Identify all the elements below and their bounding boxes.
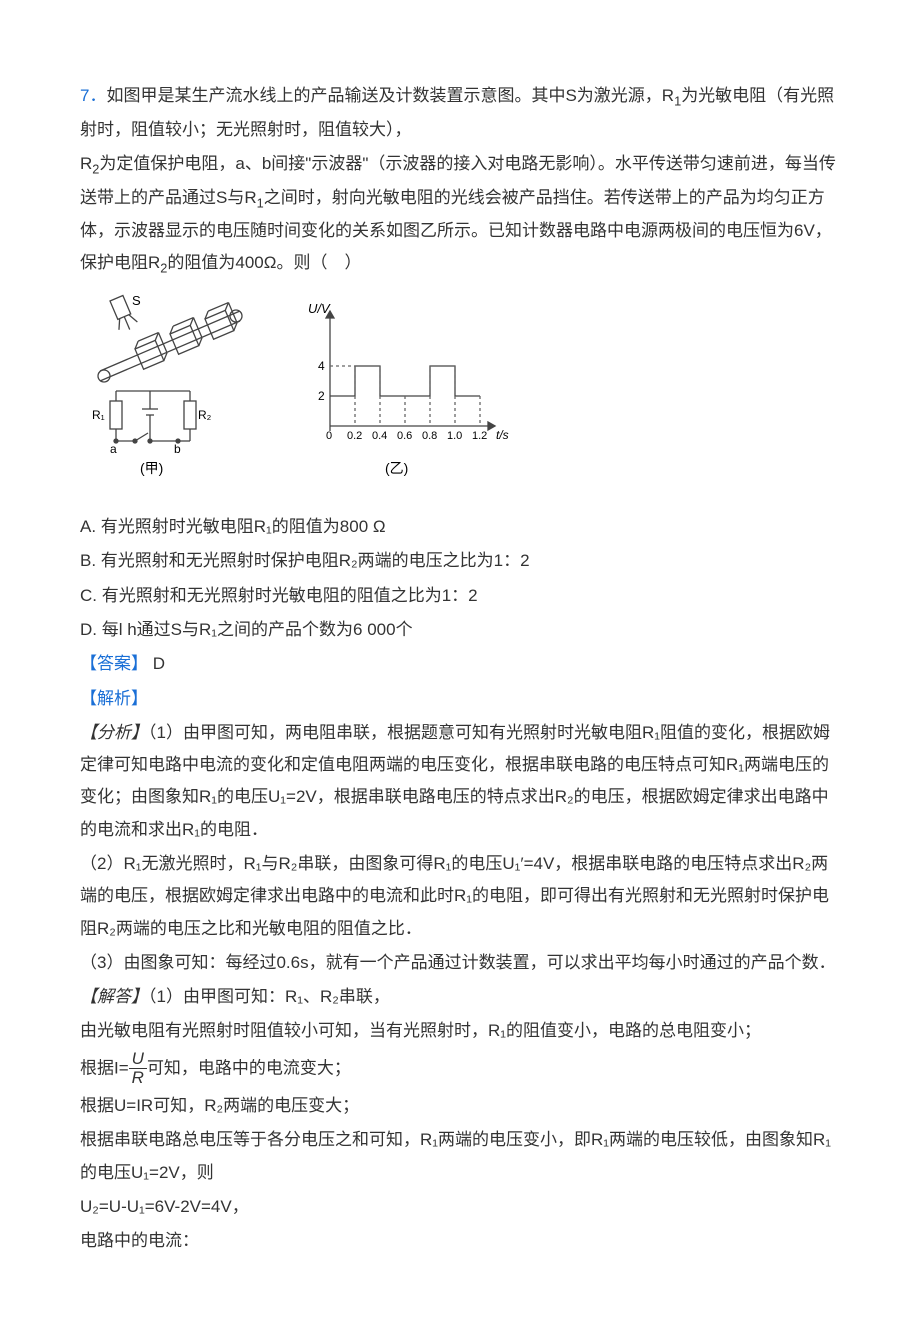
- jieda-p5: 根据串联电路总电压等于各分电压之和可知，R₁两端的电压变小，即R₁两端的电压较低…: [80, 1124, 840, 1189]
- jieda-label: 【解答】: [80, 987, 148, 1006]
- jieda-p4: 根据U=IR可知，R₂两端的电压变大；: [80, 1090, 840, 1122]
- figure-yi: U/V t/s 2 4 0 0.2 0.4 0.6 0.8 1.0 1.2 (乙…: [300, 291, 510, 481]
- xtick-10: 1.0: [447, 430, 462, 442]
- label-R2: R₂: [198, 408, 212, 422]
- ytick-2: 2: [318, 389, 325, 403]
- q-text-2d: 的阻值为400Ω。则（ ）: [167, 253, 361, 272]
- xtick-04: 0.4: [372, 430, 387, 442]
- answer-value: D: [153, 654, 165, 673]
- option-D: D. 每l h通过S与R₁之间的产品个数为6 000个: [80, 614, 840, 646]
- jieda-p6: U₂=U-U₁=6V-2V=4V，: [80, 1191, 840, 1223]
- jieda-p1: （1）由甲图可知：R₁、R₂串联，: [148, 987, 390, 1006]
- fenxi-p2: （2）R₁无激光照时，R₁与R₂串联，由图象可得R₁的电压U₁′=4V，根据串联…: [80, 848, 840, 945]
- option-B: B. 有光照射和无光照射时保护电阻R₂两端的电压之比为1：2: [80, 545, 840, 577]
- q-text-2a: R: [80, 154, 92, 173]
- jiexi-label: 【解析】: [80, 683, 840, 715]
- option-C: C. 有光照射和无光照射时光敏电阻的阻值之比为1：2: [80, 580, 840, 612]
- label-S: S: [132, 293, 141, 308]
- figure-row: S R₁ R₂ a b (甲): [80, 291, 840, 481]
- fenxi-p1: （1）由甲图可知，两电阻串联，根据题意可知有光照射时光敏电阻R₁阻值的变化，根据…: [80, 723, 830, 839]
- jieda-p2: 由光敏电阻有光照射时阻值较小可知，当有光照射时，R₁的阻值变小，电路的总电阻变小…: [80, 1015, 840, 1047]
- fenxi-label: 【分析】: [80, 723, 148, 742]
- jieda-p3a: 根据I=: [80, 1058, 129, 1077]
- jieda-p7: 电路中的电流：: [80, 1225, 840, 1257]
- answer-label: 【答案】: [80, 654, 148, 673]
- label-R1: R₁: [92, 408, 105, 422]
- xtick-06: 0.6: [397, 430, 412, 442]
- jieda-p3b: 可知，电路中的电流变大；: [147, 1058, 351, 1077]
- x-label: t/s: [496, 428, 509, 442]
- label-b: b: [174, 442, 181, 456]
- caption-yi: (乙): [385, 460, 408, 476]
- sub-1b: 1: [257, 195, 264, 210]
- xtick-0: 0: [326, 430, 332, 442]
- figure-jia: S R₁ R₂ a b (甲): [80, 291, 260, 481]
- question-number: 7．: [80, 86, 106, 105]
- xtick-08: 0.8: [422, 430, 437, 442]
- fenxi-p3: （3）由图象可知：每经过0.6s，就有一个产品通过计数装置，可以求出平均每小时通…: [80, 947, 840, 979]
- y-label: U/V: [308, 301, 331, 316]
- fraction-U-R: UR: [129, 1050, 147, 1088]
- option-A: A. 有光照射时光敏电阻R₁的阻值为800 Ω: [80, 511, 840, 543]
- caption-jia: (甲): [140, 460, 163, 476]
- xtick-12: 1.2: [472, 430, 487, 442]
- ytick-4: 4: [318, 359, 325, 373]
- xtick-02: 0.2: [347, 430, 362, 442]
- q-text-1: 如图甲是某生产流水线上的产品输送及计数装置示意图。其中S为激光源，R: [106, 86, 674, 105]
- label-a: a: [110, 442, 117, 456]
